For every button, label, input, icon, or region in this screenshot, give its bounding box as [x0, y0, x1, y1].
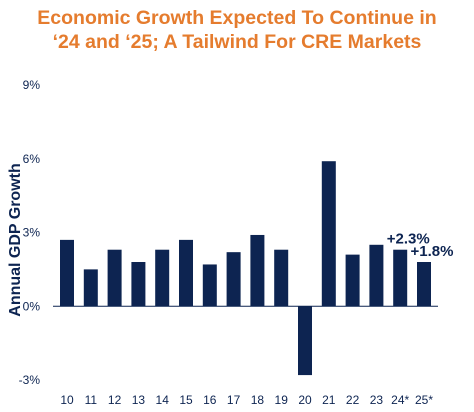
bars: [60, 161, 431, 376]
bar-21: [321, 161, 336, 307]
data-label-24-forecast: +2.3%: [387, 231, 430, 248]
x-tick-label: 18: [251, 393, 265, 407]
x-tick-label: 11: [85, 393, 98, 407]
y-tick-label: -3%: [19, 373, 41, 387]
bar-16: [202, 264, 217, 307]
y-tick-label: 9%: [23, 78, 41, 92]
bar-13: [131, 262, 146, 307]
chart-title-line-2: ‘24 and ‘25; A Tailwind For CRE Markets: [52, 31, 422, 53]
bar-19: [274, 249, 289, 307]
bar-24-forecast: [393, 249, 408, 307]
bar-25-forecast: [417, 262, 431, 307]
chart-title-line-1: Economic Growth Expected To Continue in: [37, 7, 437, 29]
bar-10: [60, 239, 74, 307]
y-tick-label: 0%: [23, 299, 41, 313]
y-tick-label: 6%: [23, 152, 41, 166]
bar-12: [107, 249, 122, 307]
x-tick-label: 24*: [391, 393, 409, 407]
bar-11: [83, 269, 98, 307]
y-axis-label: Annual GDP Growth: [7, 163, 24, 316]
bar-22: [345, 254, 360, 307]
bar-15: [179, 239, 193, 307]
bar-17: [226, 252, 241, 307]
x-tick-label: 13: [132, 393, 146, 407]
data-label-25-forecast: +1.8%: [411, 243, 454, 260]
x-tick-label: 10: [60, 393, 74, 407]
x-tick-label: 21: [322, 393, 336, 407]
x-tick-label: 20: [298, 393, 312, 407]
x-tick-label: 19: [275, 393, 289, 407]
bar-20: [298, 306, 312, 376]
y-axis-ticks: -3% 0% 3% 6% 9%: [19, 78, 41, 387]
bar-23: [369, 244, 384, 307]
x-tick-label: 15: [179, 393, 193, 407]
x-tick-label: 25*: [415, 393, 433, 407]
bar-14: [155, 249, 170, 307]
x-tick-label: 22: [346, 393, 360, 407]
x-tick-label: 14: [156, 393, 170, 407]
data-labels: +2.3%+1.8%: [387, 231, 454, 260]
bar-18: [250, 234, 265, 307]
x-axis-ticks: 10 11 12 13 14 15 16 17 18 19 20 21 22 23 24* 25*: [60, 393, 433, 407]
x-tick-label: 17: [227, 393, 241, 407]
x-tick-label: 16: [203, 393, 217, 407]
y-tick-label: 3%: [23, 226, 41, 240]
x-tick-label: 23: [370, 393, 384, 407]
x-tick-label: 12: [108, 393, 122, 407]
chart-title: Economic Growth Expected To Continue in …: [0, 6, 474, 54]
